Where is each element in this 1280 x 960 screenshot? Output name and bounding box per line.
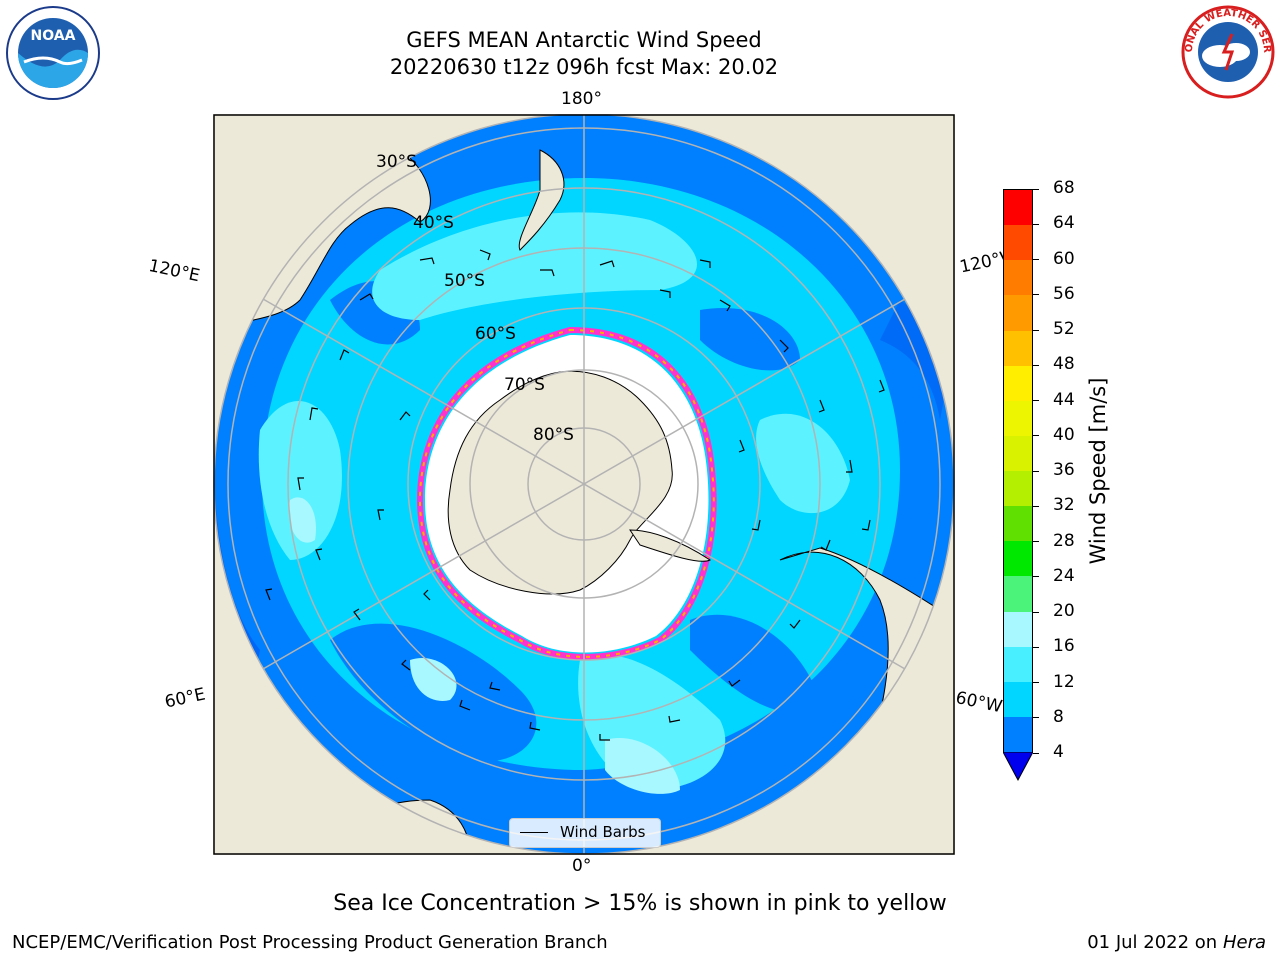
colorbar-tick-label: 24 [1053, 565, 1075, 586]
colorbar-tick-mark [1033, 259, 1039, 260]
colorbar-segment [1004, 681, 1032, 717]
colorbar-segment [1004, 435, 1032, 471]
colorbar-tick-mark [1033, 470, 1039, 472]
colorbar-segment [1004, 295, 1032, 331]
colorbar-tick-label: 12 [1053, 671, 1075, 692]
colorbar-tick-label: 8 [1053, 706, 1064, 727]
colorbar-tick-mark [1033, 541, 1039, 542]
wind-barbs [265, 249, 885, 741]
colorbar-segment [1004, 190, 1032, 226]
colorbar-tick-mark [1033, 188, 1039, 190]
footer-right: 01 Jul 2022 on Hera [1087, 932, 1266, 953]
colorbar-segment [1004, 330, 1032, 366]
lat-label-60s: 60°S [475, 324, 516, 344]
colorbar-ticks: 4 8 12 16 20 24 28 32 36 40 44 48 52 56 60 64 68 [1033, 178, 1093, 762]
colorbar-segment [1004, 365, 1032, 401]
colorbar-tick-mark [1033, 329, 1039, 331]
colorbar-tick-label: 36 [1053, 460, 1075, 480]
colorbar-tick-mark [1033, 364, 1039, 366]
colorbar-tick-mark [1033, 611, 1039, 613]
lat-label-70s: 70°S [504, 375, 545, 395]
nws-logo: NATIONAL WEATHER SERVICE [1180, 4, 1275, 99]
colorbar [1003, 189, 1033, 753]
colorbar-tick-label: 44 [1053, 389, 1075, 410]
lon-label-120e: 120°E [146, 256, 202, 287]
colorbar-label: Wind Speed [m/s] [1086, 377, 1110, 565]
lon-label-60w: 60°W [953, 688, 1004, 718]
colorbar-tick-label: 20 [1053, 601, 1075, 621]
map-frame [213, 114, 955, 855]
footer-left: NCEP/EMC/Verification Post Processing Pr… [12, 932, 608, 953]
colorbar-tick-mark [1033, 400, 1039, 401]
colorbar-segment [1004, 646, 1032, 682]
colorbar-tick-label: 28 [1053, 530, 1075, 551]
wind-barb-legend-line [520, 832, 548, 833]
colorbar-tick-label: 68 [1053, 178, 1075, 198]
colorbar-tick-mark [1033, 752, 1039, 754]
colorbar-tick-label: 48 [1053, 354, 1075, 375]
colorbar-tick-mark [1033, 435, 1039, 437]
colorbar-segment [1004, 225, 1032, 261]
lat-label-30s: 30°S [376, 152, 417, 172]
footer-host: Hera [1222, 932, 1266, 953]
colorbar-tick-label: 64 [1053, 213, 1075, 234]
colorbar-tick-label: 32 [1053, 495, 1075, 516]
colorbar-tick-mark [1033, 223, 1039, 225]
colorbar-segments [1004, 190, 1032, 752]
lon-label-60e: 60°E [163, 684, 208, 713]
lat-label-50s: 50°S [444, 271, 485, 291]
chart-title: GEFS MEAN Antarctic Wind Speed [406, 28, 762, 52]
colorbar-tick-mark [1033, 505, 1039, 507]
footer-date: 01 Jul 2022 on [1087, 932, 1218, 953]
colorbar-segment [1004, 576, 1032, 612]
colorbar-tick-label: 40 [1053, 424, 1075, 445]
sea-ice-caption: Sea Ice Concentration > 15% is shown in … [333, 891, 947, 916]
legend-label: Wind Barbs [560, 823, 646, 841]
colorbar-tick-label: 56 [1053, 283, 1075, 304]
colorbar-tick-mark [1033, 294, 1039, 296]
colorbar-segment [1004, 611, 1032, 647]
chart-subtitle: 20220630 t12z 096h fcst Max: 20.02 [389, 55, 779, 79]
colorbar-tick-label: 16 [1053, 636, 1075, 657]
colorbar-tick-label: 52 [1053, 319, 1075, 339]
colorbar-extend-triangle [1003, 752, 1033, 782]
colorbar-tick-mark [1033, 717, 1039, 719]
noaa-logo: NOAA [6, 6, 100, 100]
ocean-disc [213, 114, 955, 855]
lon-label-0: 0° [572, 856, 592, 876]
colorbar-tick-mark [1033, 576, 1039, 578]
colorbar-segment [1004, 716, 1032, 752]
lat-label-40s: 40°S [413, 213, 454, 233]
graticule [227, 114, 941, 854]
colorbar-tick-mark [1033, 646, 1039, 648]
colorbar-segment [1004, 471, 1032, 507]
lon-label-180: 180° [561, 89, 602, 109]
colorbar-tick-label: 60 [1053, 248, 1075, 269]
colorbar-segment [1004, 506, 1032, 542]
polar-map [213, 114, 955, 855]
lat-label-80s: 80°S [533, 425, 574, 445]
colorbar-tick-label: 4 [1053, 742, 1064, 762]
noaa-logo-text: NOAA [31, 28, 76, 44]
colorbar-segment [1004, 260, 1032, 296]
colorbar-tick-mark [1033, 682, 1039, 683]
colorbar-segment [1004, 541, 1032, 577]
colorbar-segment [1004, 400, 1032, 436]
map-legend: Wind Barbs [509, 818, 661, 848]
